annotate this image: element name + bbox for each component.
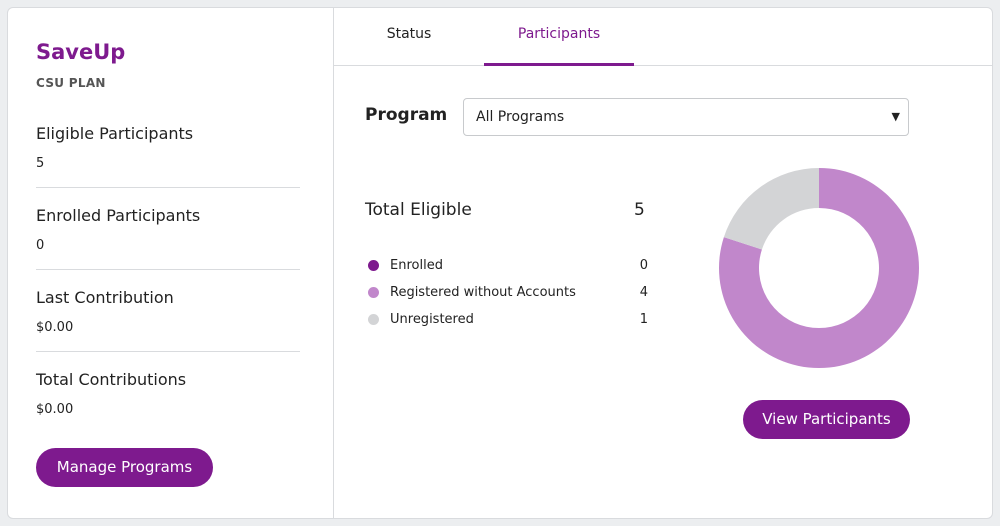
legend-count: 1 bbox=[639, 312, 648, 327]
program-label: Program bbox=[365, 105, 448, 125]
participants-donut-chart bbox=[719, 168, 919, 368]
program-select-value: All Programs bbox=[476, 109, 565, 125]
legend-label: Unregistered bbox=[390, 312, 474, 327]
stat-value: 5 bbox=[36, 156, 45, 171]
stat-total-contributions: Total Contributions $0.00 bbox=[36, 370, 300, 417]
divider bbox=[36, 351, 300, 352]
manage-programs-button[interactable]: Manage Programs bbox=[36, 448, 213, 487]
legend-dot bbox=[368, 314, 379, 325]
total-eligible-label: Total Eligible bbox=[365, 200, 472, 220]
legend-count: 0 bbox=[639, 258, 648, 273]
divider bbox=[36, 187, 300, 188]
stat-label: Eligible Participants bbox=[36, 124, 194, 143]
program-select[interactable]: All Programs ▼ bbox=[463, 98, 909, 136]
stat-value: $0.00 bbox=[36, 320, 74, 335]
legend-item-unregistered: Unregistered 1 bbox=[365, 310, 648, 330]
donut-slice-unregistered bbox=[723, 168, 819, 250]
stat-value: 0 bbox=[36, 238, 45, 253]
stat-label: Enrolled Participants bbox=[36, 206, 201, 225]
stat-last-contribution: Last Contribution $0.00 bbox=[36, 288, 300, 335]
legend-item-registered: Registered without Accounts 4 bbox=[365, 283, 648, 303]
tab-status[interactable]: Status bbox=[386, 26, 432, 42]
chevron-down-icon: ▼ bbox=[891, 110, 900, 123]
legend-dot bbox=[368, 260, 379, 271]
legend-count: 4 bbox=[639, 285, 648, 300]
main-panel: Status Participants Program All Programs… bbox=[334, 8, 992, 518]
legend-item-enrolled: Enrolled 0 bbox=[365, 256, 648, 276]
brand-name: SaveUp bbox=[36, 40, 126, 64]
stat-enrolled-participants: Enrolled Participants 0 bbox=[36, 206, 300, 253]
divider bbox=[36, 269, 300, 270]
donut-slice-registered-without-accounts bbox=[719, 168, 919, 368]
tab-participants[interactable]: Participants bbox=[484, 8, 634, 66]
plan-name: CSU PLAN bbox=[36, 76, 106, 90]
legend-label: Registered without Accounts bbox=[390, 285, 576, 300]
stat-eligible-participants: Eligible Participants 5 bbox=[36, 124, 300, 171]
legend-label: Enrolled bbox=[390, 258, 443, 273]
stat-value: $0.00 bbox=[36, 402, 74, 417]
plan-sidebar: SaveUp CSU PLAN Eligible Participants 5 … bbox=[8, 8, 334, 518]
tab-bar: Status Participants bbox=[334, 8, 992, 66]
stat-label: Last Contribution bbox=[36, 288, 174, 307]
view-participants-button[interactable]: View Participants bbox=[743, 400, 910, 439]
dashboard-card: SaveUp CSU PLAN Eligible Participants 5 … bbox=[7, 7, 993, 519]
stat-label: Total Contributions bbox=[36, 370, 187, 389]
legend-dot bbox=[368, 287, 379, 298]
total-eligible-value: 5 bbox=[634, 200, 645, 220]
